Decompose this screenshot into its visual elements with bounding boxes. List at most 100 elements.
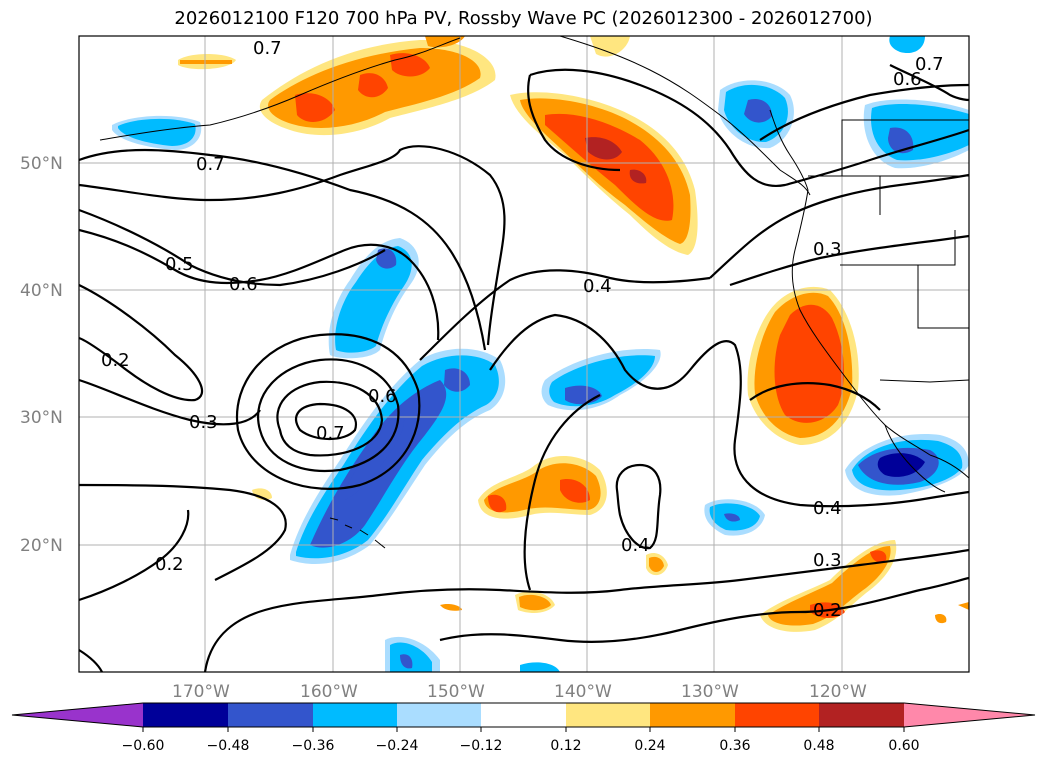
longitude-label-150: 150°W [427,682,485,702]
colorbar-segment [819,703,904,727]
contour-0.2-left [79,509,190,602]
colorbar-tick-label: 0.24 [634,738,665,754]
contour-label: 0.4 [621,535,650,556]
border-state-4 [841,119,969,176]
contour-label: 0.4 [583,276,612,297]
shade-orange-edge2 [958,602,969,610]
longitude-label-160: 160°W [300,682,358,702]
latitude-label-20: 20°N [20,536,63,556]
contour-0.3-south [203,548,969,672]
border-state-3 [840,230,956,266]
colorbar-tick-label: −0.24 [376,738,419,754]
contour-0.6-upper [79,145,506,346]
contour-0.3-se [749,382,881,411]
plot-area: 0.7 0.6 0.7 0.5 0.6 0.2 0.3 0.6 0.7 0.4 … [79,36,969,672]
coastlines [99,36,969,549]
contour-label: 0.4 [813,498,842,519]
map-title: 2026012100 F120 700 hPa PV, Rossby Wave … [174,8,873,29]
pv-contours [79,64,969,672]
contour-0.4-left [79,483,287,581]
colorbar-tick-label: −0.36 [292,738,335,754]
shade-blue-bottom [400,654,413,669]
contour-0.3-right2 [709,173,969,279]
shade-cyan-central-inner [335,246,412,353]
contour-0.2-se [439,576,969,644]
colorbar-tick-label: 0.48 [803,738,834,754]
shade-cyan-bottom-inner [390,642,432,672]
coast-bc [769,109,809,191]
shade-orange-edge [935,613,947,624]
contour-0.4-long [489,313,969,508]
shade-darkred-plume [585,137,622,160]
contour-label: 0.2 [155,554,184,575]
contour-label: 0.3 [813,239,842,260]
colorbar-tick-label: −0.48 [207,738,250,754]
colorbar-tick-label: 0.36 [719,738,750,754]
shade-cyan-bottom2 [520,662,560,672]
shade-small-orange [180,60,232,64]
colorbar-segment [397,703,481,727]
contour-0.5 [79,228,440,341]
shade-red-plume [545,113,674,221]
contour-closed-0.5 [257,358,400,472]
contour-0.4-mid [419,269,711,361]
contour-0.6-ne [759,83,969,141]
contour-labels: 0.7 0.6 0.7 0.5 0.6 0.2 0.3 0.6 0.7 0.4 … [101,38,944,621]
longitude-label-130: 130°W [681,682,739,702]
shade-orange-top [425,36,465,48]
shade-blue-ne [888,127,914,154]
contour-0.3-right [729,234,969,287]
contour-0.4-south-closed [615,463,662,550]
shade-orange-small3 [252,488,272,500]
contour-label: 0.3 [189,412,218,433]
contour-label: 0.6 [893,69,922,90]
contour-label: 0.2 [813,600,842,621]
colorbar-tick-label: −0.12 [460,738,503,754]
contour-upper-loop [529,68,969,188]
colorbar-segment [228,703,313,727]
contour-label: 0.5 [165,254,194,275]
shade-red-mid-south [488,494,507,513]
colorbar-segment [12,703,143,727]
coast-alaska-peninsula [99,37,461,141]
contour-label: 0.3 [813,550,842,571]
contour-closed-0.4 [235,333,421,490]
colorbar-tick-label: 0.12 [550,738,581,754]
border-state-2 [917,265,969,329]
coast-baja [884,424,946,493]
pv-shading [112,36,969,672]
contour-0.2 [79,284,204,402]
shade-red-alaska-2 [358,73,388,98]
contour-label: 0.2 [101,350,130,371]
shade-cyan-ne-top [889,36,925,54]
contour-0.3-left [79,378,261,426]
shade-orange-small2-inner [519,594,551,611]
contour-0.7-ne [889,64,969,102]
coast-west-us [791,189,931,456]
shade-blue-trough3 [345,410,405,500]
contour-label: 0.7 [915,54,944,75]
shade-orange-edge3 [440,603,462,611]
shade-blue-south-east [724,513,740,522]
latitude-label-40: 40°N [20,281,63,301]
shade-darkred-plume2 [629,169,647,184]
colorbar-segment [650,703,735,727]
contour-label: 0.6 [368,386,397,407]
shade-blue-bc [744,98,772,123]
contour-0.4-south [523,394,601,591]
contour-0.7-top [79,148,487,351]
contour-closed-0.7 [295,402,358,440]
colorbar-segment [313,703,397,727]
coast-mexico [929,454,969,479]
colorbar-segment [481,703,566,727]
shade-orange-top2 [590,36,630,57]
coast-se-alaska [559,36,811,196]
shade-deepblue-baja [877,453,925,477]
contour-label: 0.7 [253,38,282,59]
hawaii-islands [329,517,386,549]
shade-red-alaska-1 [295,93,335,122]
longitude-label-120: 120°W [809,682,867,702]
contour-0.6 [79,208,386,287]
contour-label: 0.7 [196,154,225,175]
